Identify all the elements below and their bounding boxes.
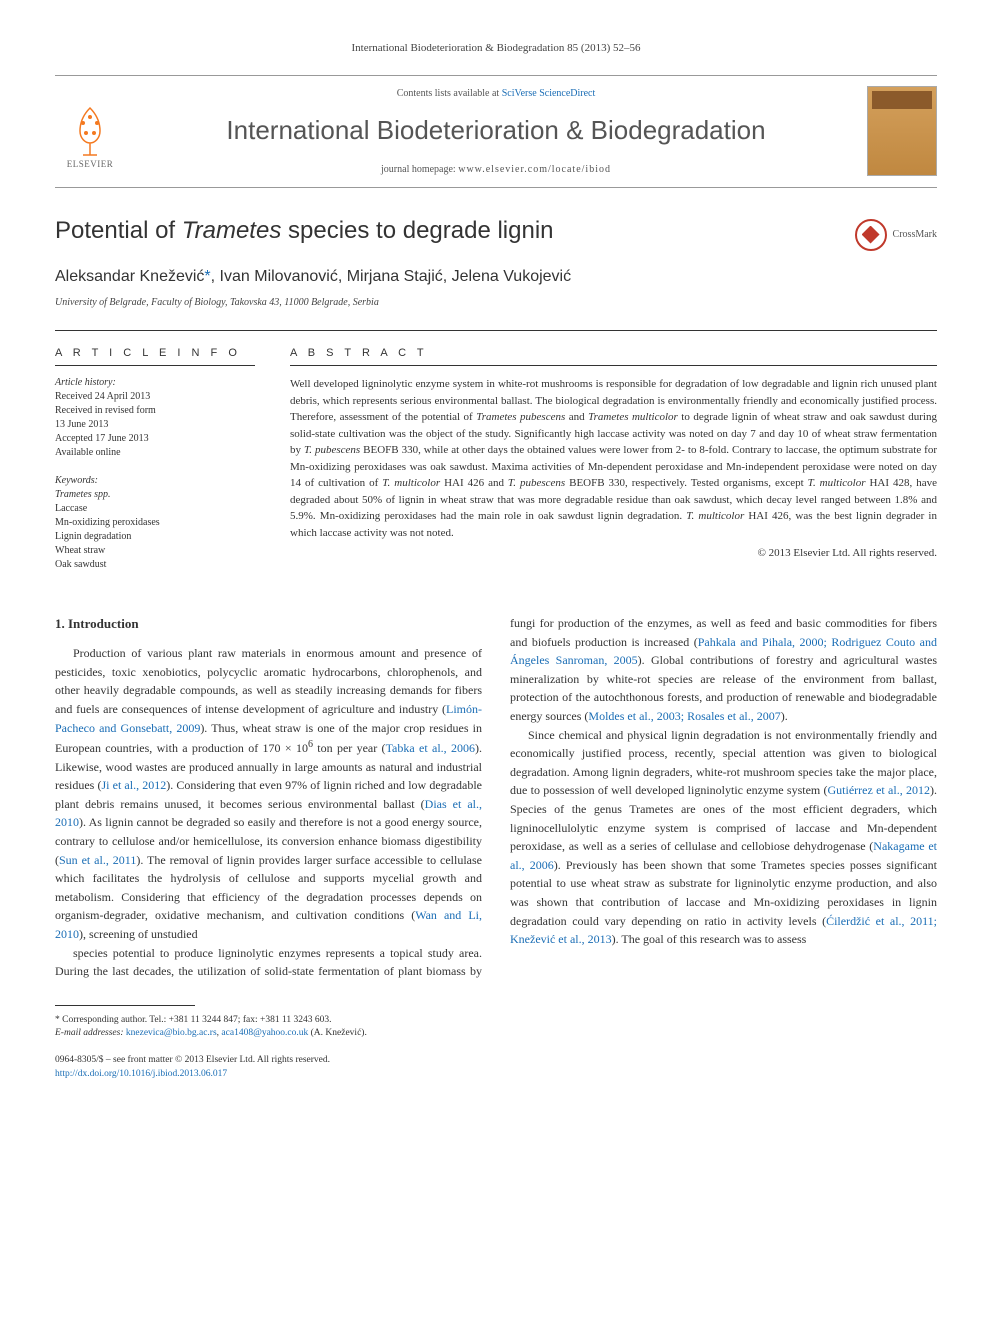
journal-banner: ELSEVIER Contents lists available at Sci…	[55, 75, 937, 188]
title-italic: Trametes	[182, 217, 282, 244]
history-line: Accepted 17 June 2013	[55, 432, 255, 446]
elsevier-label: ELSEVIER	[67, 158, 114, 172]
history-line: Available online	[55, 446, 255, 460]
email-link[interactable]: aca1408@yahoo.co.uk	[221, 1028, 308, 1038]
intro-paragraph: Since chemical and physical lignin degra…	[510, 726, 937, 949]
keyword: Lignin degradation	[55, 530, 255, 544]
contents-prefix: Contents lists available at	[397, 88, 502, 99]
keyword: Mn-oxidizing peroxidases	[55, 516, 255, 530]
body-columns: 1. Introduction Production of various pl…	[55, 614, 937, 981]
abstract-text: Well developed ligninolytic enzyme syste…	[290, 376, 937, 541]
email-suffix: (A. Knežević).	[311, 1028, 367, 1038]
header-citation: International Biodeterioration & Biodegr…	[55, 40, 937, 57]
authors: Aleksandar Knežević*, Ivan Milovanović, …	[55, 265, 937, 289]
contents-list-line: Contents lists available at SciVerse Sci…	[145, 86, 847, 101]
article-history: Article history: Received 24 April 2013 …	[55, 376, 255, 460]
corr-line: * Corresponding author. Tel.: +381 11 32…	[55, 1014, 937, 1027]
journal-cover-thumb	[867, 86, 937, 176]
keyword: Wheat straw	[55, 544, 255, 558]
journal-homepage: journal homepage: www.elsevier.com/locat…	[145, 162, 847, 177]
keywords-label: Keywords:	[55, 474, 255, 488]
article-info-heading: A R T I C L E I N F O	[55, 345, 255, 367]
doi-link[interactable]: http://dx.doi.org/10.1016/j.ibiod.2013.0…	[55, 1069, 227, 1079]
intro-paragraph: Production of various plant raw material…	[55, 644, 482, 944]
article-title: Potential of Trametes species to degrade…	[55, 213, 855, 249]
journal-name: International Biodeterioration & Biodegr…	[145, 111, 847, 150]
elsevier-tree-icon	[65, 103, 115, 158]
keyword: Oak sawdust	[55, 558, 255, 572]
email-label: E-mail addresses:	[55, 1028, 124, 1038]
section-heading-intro: 1. Introduction	[55, 614, 482, 634]
corresponding-author-footnote: * Corresponding author. Tel.: +381 11 32…	[55, 1014, 937, 1041]
crossmark-icon	[855, 219, 887, 251]
history-label: Article history:	[55, 376, 255, 390]
keyword: Laccase	[55, 502, 255, 516]
elsevier-logo: ELSEVIER	[55, 91, 125, 171]
crossmark-badge[interactable]: CrossMark	[855, 219, 937, 251]
keyword: Trametes spp.	[55, 488, 255, 502]
abstract-column: A B S T R A C T Well developed ligninoly…	[290, 345, 937, 587]
bottom-meta: 0964-8305/$ – see front matter © 2013 El…	[55, 1054, 937, 1081]
history-line: 13 June 2013	[55, 418, 255, 432]
title-pre: Potential of	[55, 217, 182, 244]
abstract-copyright: © 2013 Elsevier Ltd. All rights reserved…	[290, 545, 937, 562]
history-line: Received 24 April 2013	[55, 390, 255, 404]
banner-center: Contents lists available at SciVerse Sci…	[145, 86, 847, 177]
sciencedirect-link[interactable]: SciVerse ScienceDirect	[502, 88, 596, 99]
homepage-prefix: journal homepage:	[381, 164, 458, 175]
crossmark-label: CrossMark	[893, 227, 937, 242]
abstract-heading: A B S T R A C T	[290, 345, 937, 367]
article-info-column: A R T I C L E I N F O Article history: R…	[55, 345, 255, 587]
affiliation: University of Belgrade, Faculty of Biolo…	[55, 295, 937, 310]
email-link[interactable]: knezevica@bio.bg.ac.rs	[126, 1028, 217, 1038]
keywords-block: Keywords: Trametes spp. Laccase Mn-oxidi…	[55, 474, 255, 572]
homepage-link[interactable]: www.elsevier.com/locate/ibiod	[458, 164, 611, 175]
history-line: Received in revised form	[55, 404, 255, 418]
title-post: species to degrade lignin	[281, 217, 553, 244]
issn-line: 0964-8305/$ – see front matter © 2013 El…	[55, 1054, 937, 1067]
